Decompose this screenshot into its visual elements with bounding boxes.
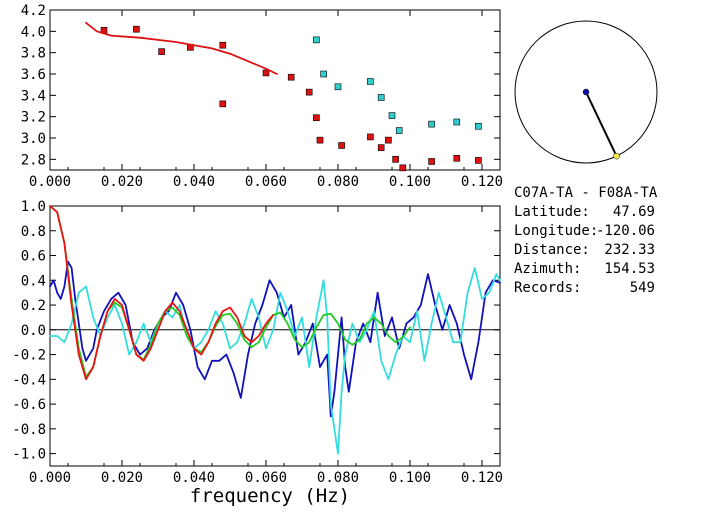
coherency-series-line-3 bbox=[49, 205, 275, 381]
dispersion-point bbox=[428, 120, 435, 128]
dispersion-point bbox=[338, 142, 345, 149]
dispersion-point bbox=[313, 114, 320, 122]
dispersion-point bbox=[367, 133, 374, 141]
azimuth-line bbox=[585, 91, 618, 157]
coherency-ytick-label: 1.0 bbox=[21, 199, 46, 215]
coherency-panel: 0.000 0.020 0.040 0.060 0.080 0.100 0.120 1.0 0.… bbox=[12, 199, 503, 507]
dispersion-ytick-label: 3.6 bbox=[21, 67, 46, 83]
dispersion-ytick-label: 2.8 bbox=[21, 152, 46, 168]
dispersion-ytick-label: 4.0 bbox=[21, 24, 46, 40]
dispersion-xtick-label: 0.060 bbox=[245, 174, 287, 190]
dispersion-point bbox=[377, 144, 385, 151]
dispersion-point bbox=[219, 100, 227, 108]
dispersion-ytick-label: 3.8 bbox=[21, 46, 46, 62]
dispersion-point bbox=[316, 136, 324, 144]
coherency-ytick-label: -0.2 bbox=[12, 348, 46, 364]
coherency-ytick-label: -1.0 bbox=[12, 447, 46, 463]
coherency-xtick-label: 0.100 bbox=[389, 470, 431, 486]
latitude-label: Latitude: bbox=[514, 204, 590, 220]
station-dot bbox=[582, 88, 590, 96]
dispersion-series-line-2 bbox=[85, 21, 278, 75]
coherency-ytick-label: 0.2 bbox=[21, 298, 46, 314]
x-axis-label: frequency (Hz) bbox=[190, 485, 350, 507]
dispersion-point bbox=[428, 158, 435, 165]
dispersion-xtick-label: 0.000 bbox=[29, 174, 71, 190]
dispersion-point bbox=[377, 94, 385, 101]
coherency-xtick-label: 0.120 bbox=[461, 470, 503, 486]
azimuth-end-dot bbox=[613, 152, 620, 160]
azimuth-label: Azimuth: bbox=[514, 261, 581, 277]
station-pair: C07A-TA - F08A-TA bbox=[514, 185, 658, 201]
dispersion-point bbox=[388, 112, 396, 119]
dispersion-ytick-label: 4.2 bbox=[21, 3, 46, 19]
dispersion-ticks: 0.000 0.020 0.040 0.060 0.080 0.100 0.120 2.8 3.… bbox=[21, 3, 503, 190]
dispersion-point bbox=[158, 48, 165, 55]
azimuth-circle bbox=[514, 20, 658, 164]
dispersion-point bbox=[133, 25, 140, 33]
coherency-ytick-label: -0.8 bbox=[12, 422, 46, 438]
dispersion-point bbox=[219, 41, 227, 49]
dispersion-xtick-label: 0.120 bbox=[461, 174, 503, 190]
station-info: C07A-TA - F08A-TA Latitude: 47.69 Longit… bbox=[514, 185, 658, 296]
coherency-xtick-label: 0.020 bbox=[101, 470, 143, 486]
dispersion-xtick-label: 0.100 bbox=[389, 174, 431, 190]
coherency-ytick-label: -0.4 bbox=[12, 372, 46, 388]
dispersion-point bbox=[287, 73, 295, 81]
coherency-ytick-label: 0.8 bbox=[21, 224, 46, 240]
dispersion-point bbox=[320, 70, 327, 78]
dispersion-point bbox=[262, 69, 270, 77]
dispersion-point bbox=[453, 118, 461, 126]
dispersion-point bbox=[395, 127, 403, 134]
coherency-ytick-label: 0.0 bbox=[21, 323, 46, 339]
latitude-value: 47.69 bbox=[613, 204, 655, 220]
dispersion-point bbox=[305, 88, 313, 96]
coherency-plot-frame bbox=[49, 205, 501, 467]
coherency-xtick-label: 0.040 bbox=[173, 470, 215, 486]
dispersion-series bbox=[85, 21, 482, 172]
dispersion-point bbox=[392, 156, 399, 163]
records-value: 549 bbox=[630, 280, 655, 296]
dispersion-point bbox=[453, 154, 461, 162]
coherency-xtick-label: 0.000 bbox=[29, 470, 71, 486]
coherency-ytick-label: 0.4 bbox=[21, 273, 46, 289]
distance-label: Distance: bbox=[514, 242, 590, 258]
dispersion-plot-frame bbox=[49, 9, 501, 171]
dispersion-point bbox=[334, 83, 342, 91]
coherency-xtick-label: 0.080 bbox=[317, 470, 359, 486]
dispersion-point bbox=[399, 164, 407, 172]
dispersion-point bbox=[313, 36, 320, 44]
dispersion-point bbox=[475, 157, 482, 164]
coherency-xtick-label: 0.060 bbox=[245, 470, 287, 486]
longitude-value: -120.06 bbox=[596, 223, 655, 239]
dispersion-ytick-label: 3.4 bbox=[21, 88, 46, 104]
dispersion-point bbox=[367, 78, 374, 85]
coherency-series-line-1 bbox=[49, 266, 501, 455]
coherency-series bbox=[49, 205, 501, 455]
azimuth-value: 154.53 bbox=[604, 261, 655, 277]
coherency-series-line-0 bbox=[49, 260, 501, 418]
records-label: Records: bbox=[514, 280, 581, 296]
coherency-ytick-label: 0.6 bbox=[21, 249, 46, 265]
dispersion-xtick-label: 0.040 bbox=[173, 174, 215, 190]
dispersion-panel: 0.000 0.020 0.040 0.060 0.080 0.100 0.120 2.8 3.… bbox=[21, 3, 503, 190]
dispersion-xtick-label: 0.020 bbox=[101, 174, 143, 190]
distance-value: 232.33 bbox=[604, 242, 655, 258]
coherency-ytick-label: -0.6 bbox=[12, 397, 46, 413]
dispersion-xtick-label: 0.080 bbox=[317, 174, 359, 190]
azimuth-plot bbox=[514, 20, 658, 164]
dispersion-ytick-label: 3.2 bbox=[21, 110, 46, 126]
dispersion-ytick-label: 3.0 bbox=[21, 131, 46, 147]
dispersion-point bbox=[385, 136, 392, 144]
dispersion-point bbox=[475, 122, 482, 130]
longitude-label: Longitude: bbox=[514, 223, 598, 239]
